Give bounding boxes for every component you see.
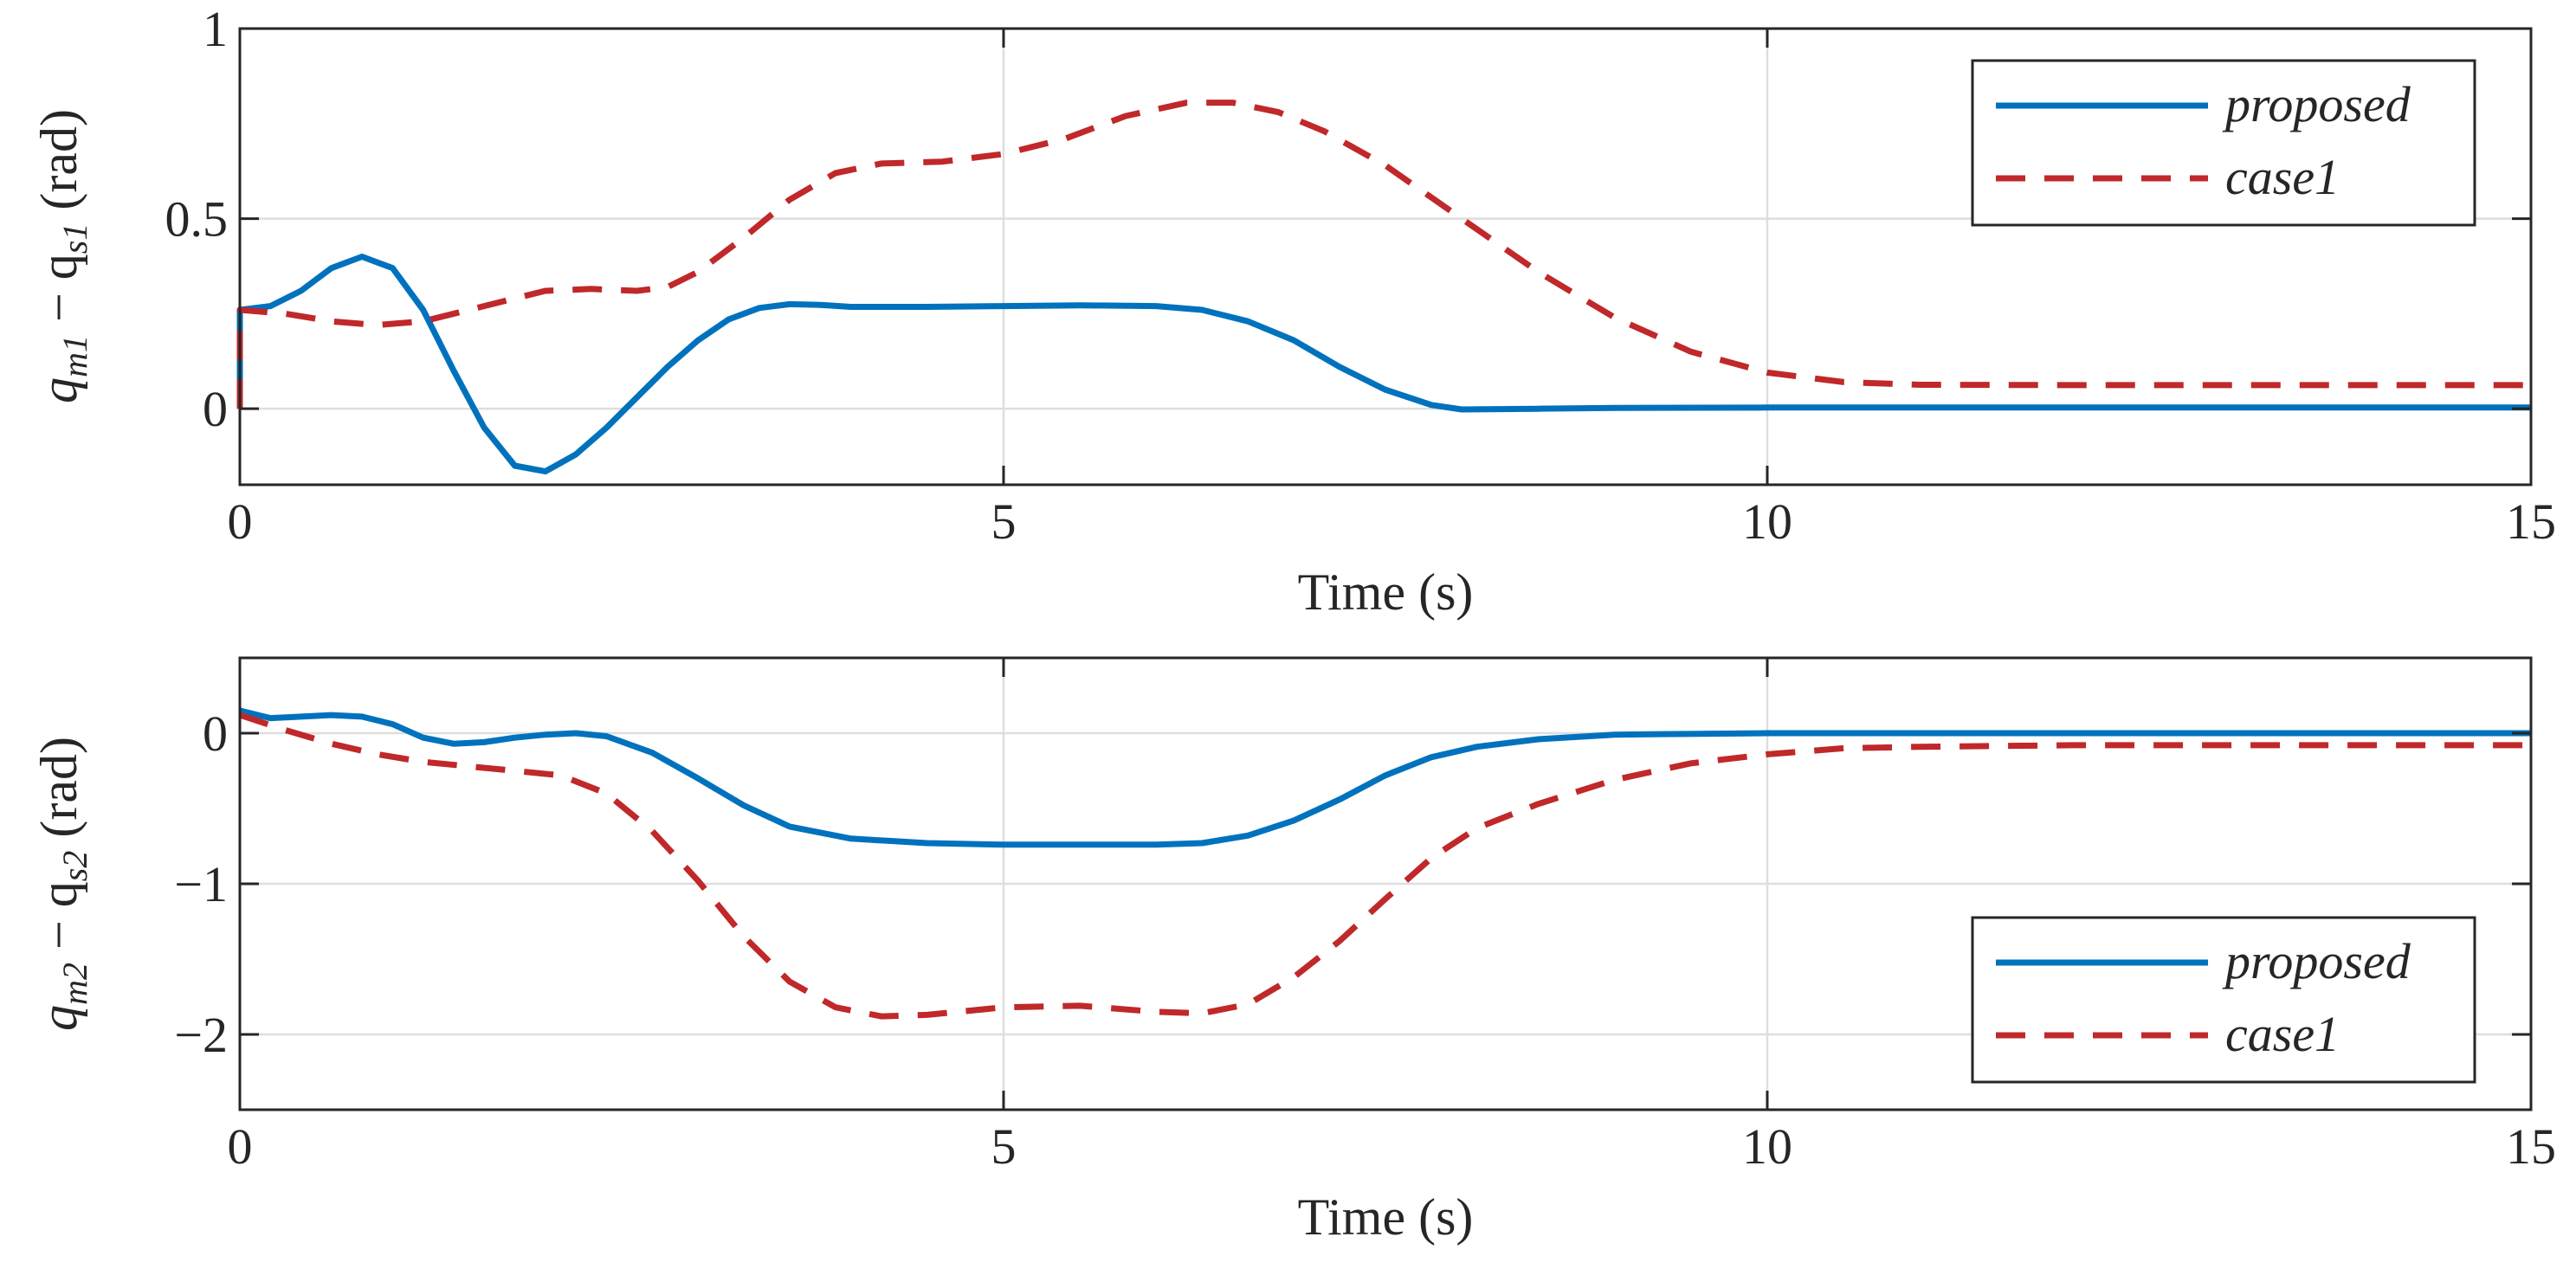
top-series-case1	[236, 100, 2531, 409]
bottom-x-tick-label: 0	[228, 1118, 253, 1175]
top-subplot: 0 5 10 15 0 0.5 1 Time (s) qm1 − qs1 (rad) pro…	[30, 1, 2556, 621]
top-legend: proposed case1	[1971, 59, 2476, 227]
top-x-tick-label: 15	[2506, 493, 2556, 550]
top-y-tick-label: 0.5	[165, 191, 229, 248]
top-x-axis-label: Time (s)	[1298, 564, 1474, 621]
top-tick-labels: 0 5 10 15 0 0.5 1	[165, 1, 2557, 550]
top-x-tick-label: 10	[1742, 493, 1792, 550]
bottom-x-tick-label: 15	[2506, 1118, 2556, 1175]
top-y-tick-label: 0	[203, 381, 228, 437]
top-ticks	[238, 27, 2533, 485]
top-x-tick-label: 0	[228, 493, 253, 550]
bottom-y-tick-label: 0	[203, 705, 228, 762]
bottom-series-lines	[238, 707, 2531, 1020]
bottom-y-tick-label: −1	[174, 856, 228, 912]
top-axes-frame	[238, 27, 2533, 486]
bottom-legend-proposed-label: proposed	[2222, 933, 2411, 989]
top-y-axis-label: qm1 − qs1 (rad)	[30, 109, 94, 403]
bottom-legend-case1-label: case1	[2225, 1006, 2340, 1062]
bottom-ticks	[238, 658, 2533, 1110]
bottom-legend: proposed case1	[1971, 916, 2476, 1084]
bottom-subplot: 0 5 10 15 −2 −1 0 Time (s) qm2 − qs2 (rad) pro…	[30, 656, 2556, 1246]
bottom-y-tick-label: −2	[174, 1007, 228, 1063]
top-y-tick-label: 1	[203, 1, 228, 57]
bottom-tick-labels: 0 5 10 15 −2 −1 0	[174, 705, 2556, 1175]
bottom-x-tick-label: 10	[1742, 1118, 1792, 1175]
bottom-series-case1	[238, 712, 2531, 1020]
bottom-x-axis-label: Time (s)	[1298, 1188, 1474, 1246]
bottom-y-axis-label: qm2 − qs2 (rad)	[30, 737, 94, 1031]
bottom-x-tick-label: 5	[991, 1118, 1017, 1175]
top-legend-case1-label: case1	[2225, 149, 2340, 205]
bottom-series-proposed	[239, 707, 2531, 848]
top-legend-proposed-label: proposed	[2222, 76, 2411, 132]
top-series-proposed	[236, 254, 2531, 475]
top-series-lines	[236, 100, 2531, 475]
top-x-tick-label: 5	[991, 493, 1017, 550]
bottom-legend-box	[1971, 916, 2476, 1084]
top-legend-box	[1971, 59, 2476, 227]
